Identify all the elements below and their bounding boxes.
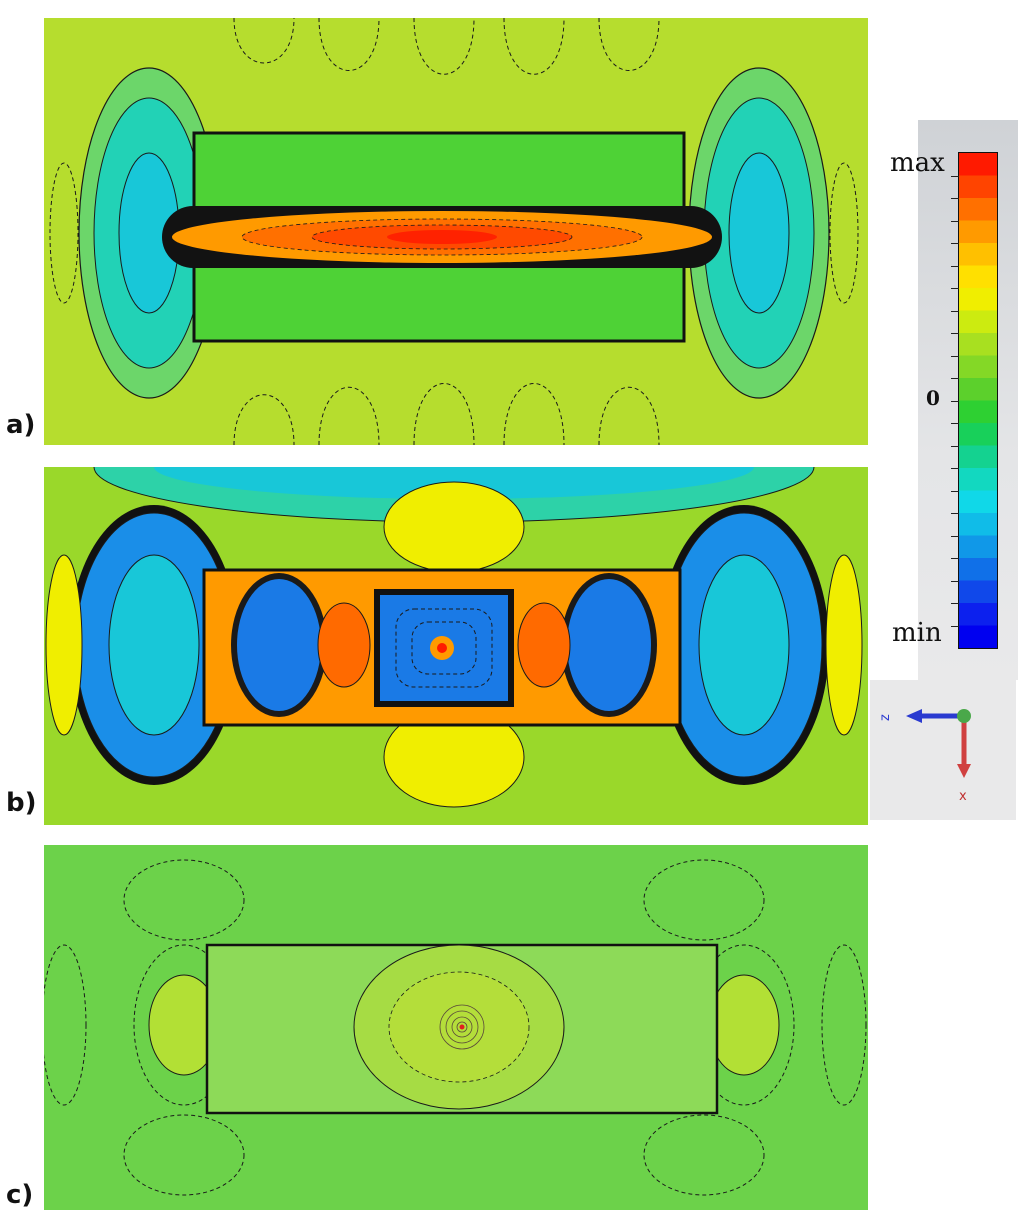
colorbar-max-label: max xyxy=(890,148,945,178)
colorbar-min-label: min xyxy=(892,618,942,648)
colorbar-tick xyxy=(951,558,959,559)
panel-label-c: c) xyxy=(6,1180,34,1210)
colorbar-tick xyxy=(951,333,959,334)
colorbar-mid-label: 0 xyxy=(926,386,940,410)
colorbar-tick xyxy=(951,445,959,447)
field-plot-b xyxy=(44,467,868,825)
colorbar-tick xyxy=(951,175,959,177)
field-plot-c xyxy=(44,845,868,1210)
colorbar-tick xyxy=(951,310,959,312)
colorbar-gradient xyxy=(951,152,998,649)
colorbar-tick xyxy=(951,423,959,424)
panel-label-a: a) xyxy=(6,410,36,440)
colorbar-tick xyxy=(951,580,959,582)
colorbar-tick xyxy=(951,513,959,514)
colorbar-tick xyxy=(951,220,959,222)
colorbar-tick xyxy=(951,535,959,537)
axis-orientation-indicator: z x xyxy=(870,680,1016,820)
panel-label-b: b) xyxy=(6,788,37,818)
colorbar-tick xyxy=(951,468,959,469)
colorbar-tick xyxy=(951,378,959,379)
x-axis-arrow xyxy=(957,764,971,778)
z-axis-label: z xyxy=(878,714,893,721)
colorbar-tick xyxy=(951,603,959,604)
field-plot-a xyxy=(44,18,868,445)
z-axis-arrow xyxy=(906,709,922,723)
colorbar-tick xyxy=(951,288,959,289)
colorbar-tick xyxy=(951,243,959,244)
colorbar-tick xyxy=(951,198,959,199)
colorbar-tick xyxy=(951,265,959,267)
colorbar-tick xyxy=(951,625,959,627)
colorbar-tick xyxy=(951,355,959,357)
x-axis-label: x xyxy=(959,789,967,804)
colorbar-tick xyxy=(951,490,959,492)
colorbar-tick xyxy=(951,400,959,402)
